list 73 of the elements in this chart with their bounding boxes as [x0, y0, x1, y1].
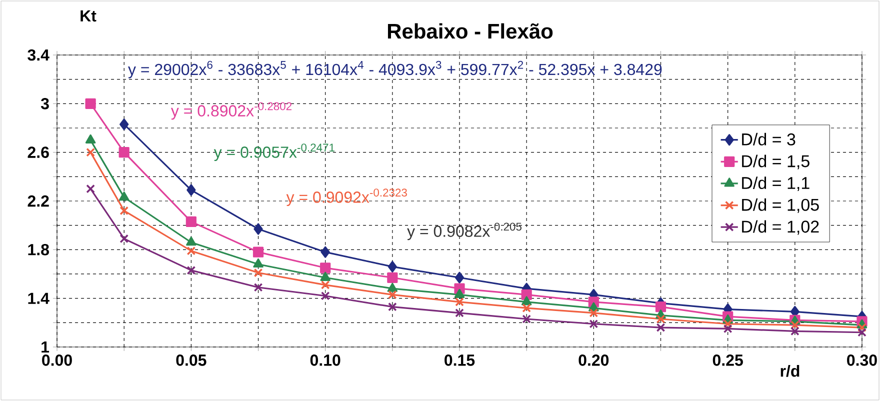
y-tick-label: 2.2 [28, 195, 49, 207]
point [253, 258, 264, 268]
point [120, 234, 129, 244]
point [522, 314, 532, 324]
x-tick-label: 0.20 [578, 354, 609, 366]
point [186, 246, 196, 256]
legend-label: D/d = 3 [742, 132, 796, 146]
point [454, 288, 465, 298]
x-tick-label: 0.05 [176, 354, 206, 366]
point [86, 148, 95, 157]
legend-label: D/d = 1,1 [742, 176, 810, 192]
x-tick-label: 0.15 [444, 354, 475, 366]
point [118, 147, 130, 158]
point [858, 323, 866, 332]
point [723, 319, 732, 328]
point [388, 302, 397, 312]
point [254, 223, 263, 235]
y-tick-label: 3 [40, 98, 49, 110]
point [320, 262, 331, 274]
point [120, 118, 129, 130]
y-tick-label: 1.4 [28, 292, 50, 304]
y-tick-label: 2.6 [28, 146, 49, 158]
legend-label: D/d = 1,05 [742, 198, 819, 213]
x-tick-label: 0.00 [42, 354, 72, 366]
y-tick-label: 3.4 [28, 49, 50, 61]
text: y = 29002x$^{6}$ - 33683x$^{5}$ + 16104x$^{4}$ - 4093.9x$^{3}$ + 599.77x$^{2}$ - 52.395x + 3.8429 [128, 60, 662, 78]
point [186, 184, 196, 196]
point [790, 320, 800, 330]
chart-title: Rebaixo - Flexão [388, 23, 553, 39]
point [858, 328, 866, 337]
point [387, 282, 398, 292]
annotation: y = 0.9082x$^{-0.205}$ [407, 222, 522, 240]
point [186, 236, 196, 246]
point [86, 184, 95, 194]
point [388, 290, 397, 300]
annotation: y = 0.9057x$^{-0.2471}$ [214, 144, 334, 162]
legend-label: D/d = 1,5 [742, 154, 810, 170]
point [85, 134, 96, 144]
point [388, 260, 397, 272]
x-tick-label: 0.30 [847, 354, 877, 366]
point [254, 268, 263, 278]
point [120, 206, 129, 216]
point [455, 298, 464, 306]
point [656, 323, 666, 332]
annotation: y = 0.9092x$^{-0.2323}$ [286, 188, 407, 206]
y-axis-title: Kt [80, 10, 96, 22]
point [320, 272, 330, 281]
point [655, 302, 666, 312]
y-tick-label: 1 [42, 341, 50, 352]
point [589, 319, 598, 328]
x-tick-label: 0.10 [310, 354, 340, 366]
point [320, 246, 330, 258]
point [455, 308, 464, 318]
point [186, 266, 196, 275]
y-tick-label: 1.8 [28, 244, 49, 256]
point [254, 282, 263, 292]
point [589, 308, 598, 318]
point [522, 304, 532, 312]
point [387, 272, 398, 283]
legend-label: D/d = 1,02 [742, 220, 819, 235]
point [320, 280, 330, 290]
x-axis-title: r/d [780, 365, 800, 377]
point [790, 326, 800, 336]
x-tick-label: 0.25 [712, 354, 743, 366]
point [656, 314, 666, 324]
point [521, 296, 532, 306]
point [454, 272, 464, 284]
point [723, 324, 732, 334]
point [252, 246, 264, 258]
point [85, 98, 96, 109]
point [320, 291, 330, 300]
point [118, 192, 130, 201]
point [186, 216, 196, 227]
